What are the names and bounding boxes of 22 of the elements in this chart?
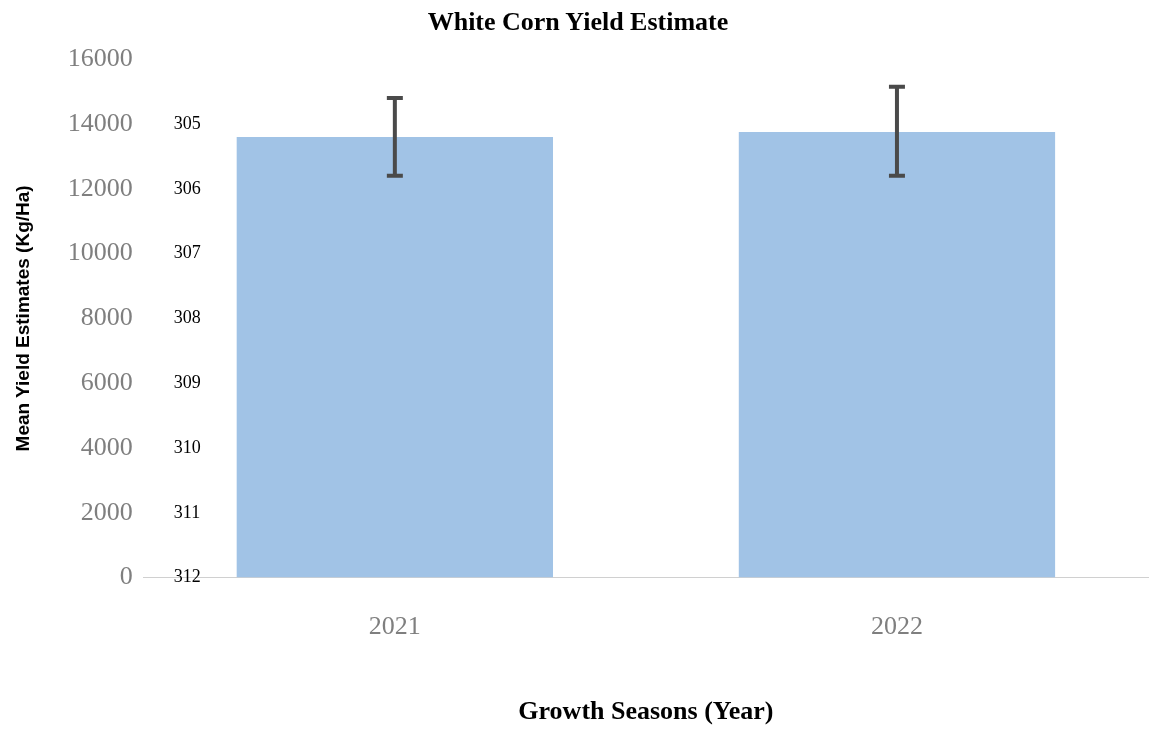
y-tick-label: 2000 bbox=[80, 496, 133, 526]
annotation: 305 bbox=[173, 112, 201, 133]
y-tick-label: 4000 bbox=[80, 431, 133, 461]
y-tick-label: 14000 bbox=[67, 107, 133, 137]
y-tick-label: 12000 bbox=[67, 172, 133, 202]
chart-title: White Corn Yield Estimate bbox=[427, 7, 729, 37]
y-tick-label: 16000 bbox=[67, 43, 133, 73]
x-axis-title: Growth Seasons (Year) bbox=[518, 696, 774, 726]
y-tick-label: 6000 bbox=[80, 367, 133, 397]
annotation: 306 bbox=[173, 177, 201, 198]
x-tick-label: 2021 bbox=[368, 611, 421, 641]
y-tick-label: 8000 bbox=[80, 302, 133, 332]
y-axis-title: Mean Yield Estimates (Kg/Ha) bbox=[11, 185, 33, 452]
annotation: 309 bbox=[173, 371, 201, 392]
annotation: 311 bbox=[173, 501, 201, 522]
x-tick-label: 2022 bbox=[870, 611, 923, 641]
y-tick-label: 10000 bbox=[67, 237, 133, 267]
y-tick-label: 0 bbox=[119, 561, 133, 591]
annotation: 307 bbox=[173, 242, 201, 263]
annotation: 312 bbox=[173, 566, 201, 587]
annotation: 308 bbox=[173, 307, 201, 328]
annotation: 310 bbox=[173, 436, 201, 457]
